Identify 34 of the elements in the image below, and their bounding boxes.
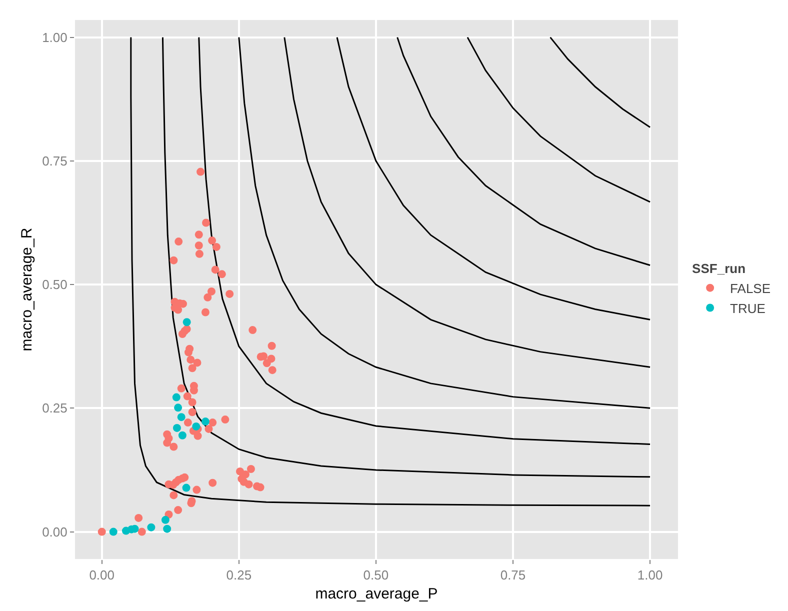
line-series [336, 36, 651, 320]
point [174, 404, 182, 412]
x-tick-label: 1.00 [637, 568, 663, 583]
point [163, 524, 172, 533]
x-tick-label: 0.25 [226, 568, 252, 583]
point [161, 516, 170, 524]
x-tick-label: 0.75 [500, 568, 526, 583]
point [182, 484, 190, 492]
legend-label: FALSE [730, 280, 771, 296]
y-axis-title: macro_average_R [18, 228, 36, 352]
y-tick-label: 1.00 [42, 30, 68, 45]
line-series [466, 36, 651, 203]
y-tick-label: 0.00 [42, 524, 68, 540]
point [201, 418, 210, 426]
y-tick-label: 0.75 [42, 153, 68, 168]
legend-label: TRUE [730, 300, 766, 316]
point [172, 393, 180, 402]
point [182, 318, 191, 326]
point [172, 424, 181, 432]
line-series [396, 36, 651, 266]
legend-title: SSF_run [692, 260, 746, 276]
point [178, 431, 186, 440]
x-tick-label: 0.00 [89, 568, 115, 583]
x-tick-label: 0.50 [363, 568, 389, 583]
point [177, 413, 186, 422]
y-tick-label: 0.50 [42, 277, 68, 292]
line-series [284, 36, 651, 368]
y-tick-label: 0.25 [42, 400, 68, 416]
point [147, 523, 156, 532]
point [192, 422, 200, 430]
line-series [550, 36, 651, 128]
point [109, 528, 118, 536]
line-series [238, 36, 651, 409]
x-axis-title: macro_average_P [315, 586, 438, 603]
